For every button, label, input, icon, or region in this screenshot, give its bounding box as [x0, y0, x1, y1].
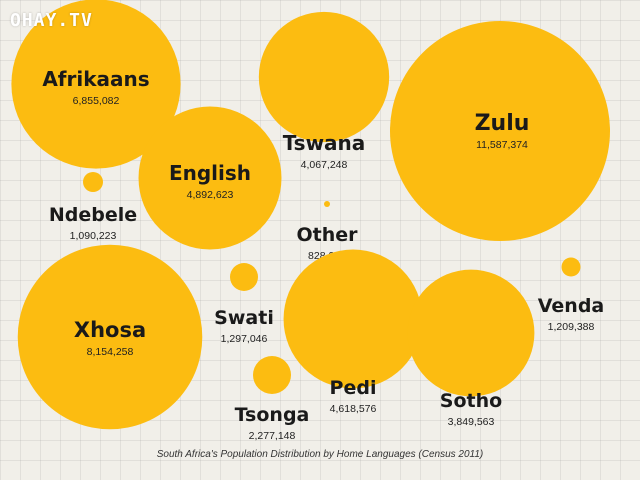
bubble-group-venda: Venda 1,209,388: [538, 257, 605, 333]
bubble-group-tsonga: Tsonga 2,277,148: [235, 356, 310, 442]
value-afrikaans: 6,855,082: [73, 95, 120, 107]
label-xhosa: Xhosa: [74, 318, 146, 342]
value-zulu: 11,587,374: [476, 139, 528, 151]
bubble-group-pedi: Pedi 4,618,576: [283, 249, 423, 415]
value-sotho: 3,849,563: [448, 416, 495, 428]
value-venda: 1,209,388: [548, 321, 595, 333]
bubble-venda: [561, 257, 581, 277]
bubble-afrikaans: [11, 0, 181, 169]
value-xhosa: 8,154,258: [87, 346, 134, 358]
label-other: Other: [296, 224, 358, 246]
label-tsonga: Tsonga: [235, 404, 310, 426]
label-zulu: Zulu: [475, 111, 530, 136]
bubble-ndebele: [83, 172, 103, 192]
label-swati: Swati: [214, 307, 274, 329]
label-venda: Venda: [538, 295, 605, 317]
bubble-group-xhosa: Xhosa 8,154,258: [17, 244, 203, 430]
bubble-group-ndebele: Ndebele 1,090,223: [49, 172, 137, 242]
value-pedi: 4,618,576: [330, 403, 377, 415]
value-swati: 1,297,046: [221, 333, 268, 345]
bubble-swati: [230, 263, 258, 291]
label-sotho: Sotho: [440, 390, 502, 412]
watermark-logo: OHAY.TV: [10, 10, 93, 31]
bubble-group-sotho: Sotho 3,849,563: [407, 269, 535, 428]
bubble-tswana: [258, 11, 390, 143]
bubble-zulu: [390, 21, 610, 241]
bubble-group-swati: Swati 1,297,046: [214, 263, 274, 345]
bubble-xhosa: [17, 244, 203, 430]
bubble-group-english: English 4,892,623: [138, 106, 282, 250]
value-tswana: 4,067,248: [301, 159, 348, 171]
bubble-sotho: [407, 269, 535, 397]
bubble-other: [324, 201, 330, 207]
bubble-group-afrikaans: Afrikaans 6,855,082: [11, 0, 181, 169]
label-afrikaans: Afrikaans: [42, 67, 149, 91]
chart-caption: South Africa's Population Distribution b…: [156, 449, 484, 460]
label-ndebele: Ndebele: [49, 204, 137, 226]
value-tsonga: 2,277,148: [249, 430, 296, 442]
value-english: 4,892,623: [187, 189, 234, 201]
bubble-pedi: [283, 249, 423, 389]
label-tswana: Tswana: [283, 131, 366, 155]
bubble-group-zulu: Zulu 11,587,374: [390, 21, 610, 241]
value-ndebele: 1,090,223: [70, 230, 117, 242]
bubble-group-tswana: Tswana 4,067,248: [258, 11, 390, 171]
label-english: English: [169, 161, 251, 185]
bubble-english: [138, 106, 282, 250]
label-pedi: Pedi: [330, 377, 377, 399]
bubble-tsonga: [253, 356, 291, 394]
